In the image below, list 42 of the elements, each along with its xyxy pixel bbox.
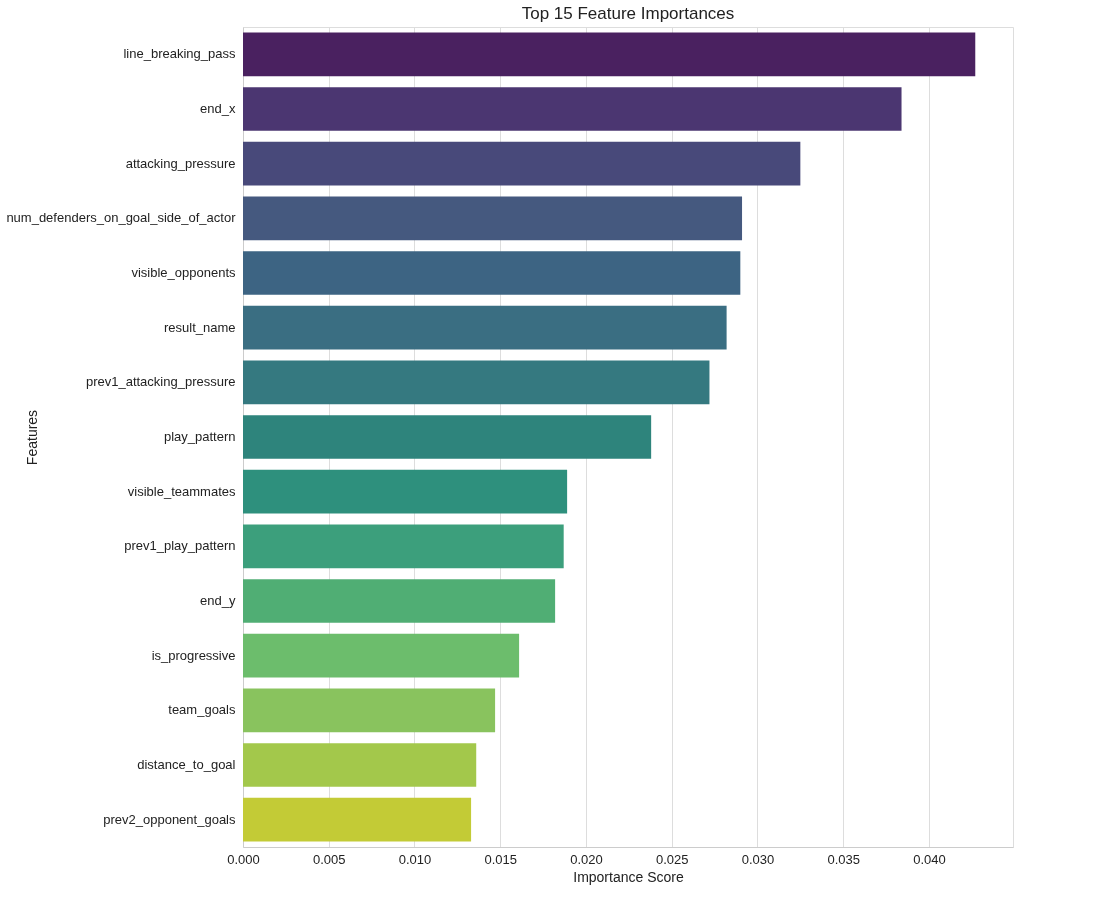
x-tick-label: 0.010	[398, 851, 432, 867]
y-tick-label: line_breaking_pass	[123, 46, 236, 62]
x-tick-label: 0.035	[827, 851, 860, 867]
y-tick-label: is_progressive	[151, 647, 236, 663]
bar	[243, 797, 472, 842]
x-tick-label: 0.040	[913, 851, 946, 867]
y-tick-label: visible_opponents	[131, 265, 236, 280]
y-tick-label: prev1_attacking_pressure	[85, 374, 236, 390]
bar	[243, 141, 801, 186]
y-tick-label: num_defenders_on_goal_side_of_actor	[6, 210, 237, 226]
x-axis-title: Importance Score	[573, 868, 684, 885]
bar	[243, 469, 568, 514]
y-tick-label: end_x	[200, 101, 236, 116]
y-tick-label: prev2_opponent_goals	[103, 811, 236, 827]
bar	[243, 196, 743, 241]
bar	[243, 688, 496, 733]
bar	[243, 579, 556, 623]
bar	[243, 743, 477, 787]
x-tick-label: 0.020	[570, 851, 603, 867]
y-tick-label: result_name	[163, 319, 236, 335]
bar	[243, 415, 652, 459]
y-tick-label: play_pattern	[163, 429, 236, 444]
y-axis-title: Features	[23, 409, 40, 466]
bar	[243, 633, 520, 678]
y-tick-label: prev1_play_pattern	[124, 538, 236, 554]
x-tick-label: 0.000	[227, 851, 260, 867]
x-tick-label: 0.005	[312, 851, 346, 867]
x-tick-label: 0.030	[741, 851, 775, 867]
y-tick-label: end_y	[200, 593, 236, 608]
y-tick-label: visible_teammates	[127, 483, 236, 499]
bar	[243, 360, 710, 405]
x-tick-label: 0.015	[484, 851, 518, 867]
x-tick-label: 0.025	[655, 851, 689, 867]
bar	[243, 87, 902, 131]
bar	[243, 251, 741, 295]
bar	[243, 524, 564, 569]
chart-title: Top 15 Feature Importances	[521, 4, 735, 23]
y-tick-label: attacking_pressure	[125, 155, 236, 171]
y-tick-label: distance_to_goal	[137, 757, 236, 772]
y-tick-label: team_goals	[168, 702, 236, 718]
bar	[243, 305, 727, 350]
bar	[243, 32, 976, 77]
